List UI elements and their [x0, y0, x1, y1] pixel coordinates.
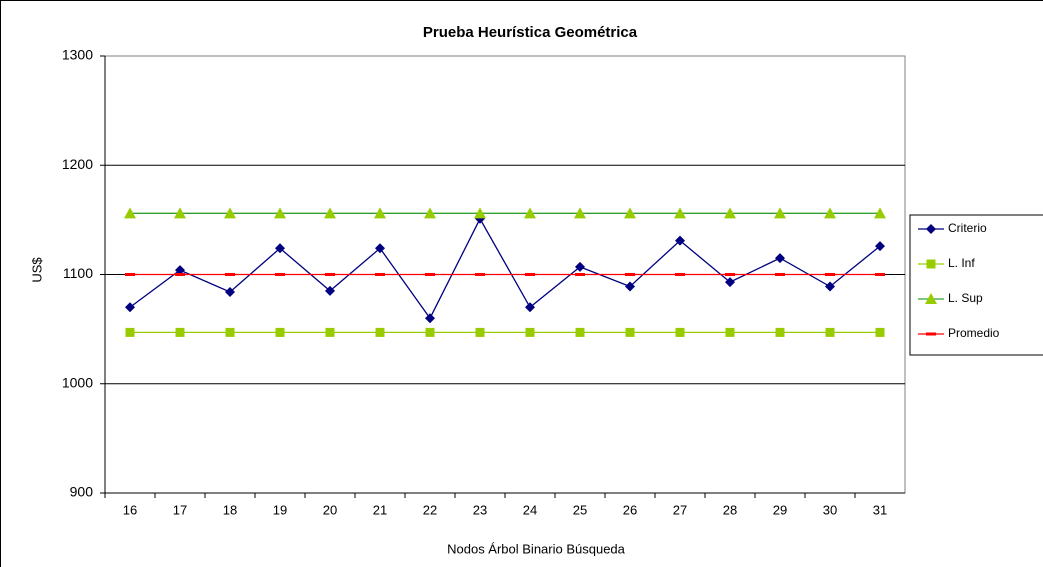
data-point	[474, 207, 486, 219]
data-point	[575, 261, 585, 272]
legend-label: Criterio	[948, 221, 987, 235]
data-point	[625, 281, 635, 292]
x-tick-label: 23	[473, 502, 487, 517]
data-point	[875, 273, 885, 276]
data-point	[475, 327, 485, 337]
legend-label: Promedio	[948, 326, 1000, 340]
data-point	[724, 207, 736, 219]
legend-marker	[925, 293, 937, 304]
x-tick-label: 26	[623, 502, 637, 517]
legend-label: L. Sup	[948, 291, 983, 305]
data-point	[575, 273, 585, 276]
data-point	[675, 273, 685, 276]
data-point	[525, 327, 535, 337]
data-point	[524, 207, 536, 219]
data-point	[325, 327, 335, 337]
data-point	[624, 207, 636, 219]
x-tick-label: 16	[123, 502, 137, 517]
y-tick-label: 1000	[62, 374, 93, 390]
x-tick-label: 31	[873, 502, 887, 517]
data-point	[824, 207, 836, 219]
data-point	[875, 241, 885, 252]
data-point	[425, 327, 435, 337]
data-point	[775, 273, 785, 276]
y-tick-label: 1100	[63, 265, 93, 281]
data-point	[125, 327, 135, 337]
y-tick-label: 1200	[62, 156, 93, 172]
data-point	[425, 273, 435, 276]
legend-marker	[926, 332, 936, 336]
data-point	[725, 277, 735, 288]
series-line	[129, 217, 881, 320]
chart-title: Prueba Heurística Geométrica	[423, 24, 638, 41]
data-point	[325, 273, 335, 276]
data-point	[375, 327, 385, 337]
data-point	[775, 327, 785, 337]
data-point	[674, 207, 686, 219]
x-tick-label: 25	[573, 502, 587, 517]
data-point	[525, 273, 535, 276]
legend	[909, 214, 1043, 356]
data-point	[325, 285, 335, 296]
data-point	[825, 273, 835, 276]
data-point	[625, 273, 635, 276]
x-tick-label: 29	[773, 502, 787, 517]
x-tick-label: 21	[373, 502, 387, 517]
data-point	[175, 273, 185, 276]
x-axis-label: Nodos Árbol Binario Búsqueda	[447, 541, 626, 556]
data-point	[574, 207, 586, 219]
data-point	[874, 207, 886, 219]
legend-marker	[926, 259, 936, 269]
data-point	[425, 313, 435, 324]
data-point	[175, 327, 185, 337]
data-point	[274, 207, 286, 219]
y-tick-label: 1300	[62, 47, 93, 63]
data-point	[174, 207, 186, 219]
x-tick-label: 22	[423, 502, 437, 517]
data-point	[475, 273, 485, 276]
x-tick-label: 17	[173, 502, 187, 517]
data-point	[224, 207, 236, 219]
data-point	[375, 243, 385, 254]
data-point	[825, 327, 835, 337]
data-point	[374, 207, 386, 219]
legend-marker	[926, 224, 936, 234]
data-point	[725, 327, 735, 337]
data-point	[275, 327, 285, 337]
data-point	[125, 302, 135, 313]
data-point	[725, 273, 735, 276]
data-point	[675, 327, 685, 337]
data-point	[275, 243, 285, 254]
y-axis-label: US$	[29, 257, 44, 283]
data-point	[775, 253, 785, 264]
data-point	[575, 327, 585, 337]
x-tick-label: 19	[273, 502, 287, 517]
data-point	[625, 327, 635, 337]
data-point	[324, 207, 336, 219]
data-point	[675, 235, 685, 246]
data-point	[225, 273, 235, 276]
data-point	[175, 265, 185, 276]
x-tick-label: 24	[523, 502, 537, 517]
data-point	[825, 281, 835, 292]
data-point	[225, 286, 235, 297]
data-point	[375, 273, 385, 276]
legend-label: L. Inf	[948, 256, 975, 270]
data-point	[774, 207, 786, 219]
x-tick-label: 27	[673, 502, 687, 517]
x-tick-label: 18	[223, 502, 237, 517]
data-point	[275, 273, 285, 276]
x-tick-label: 20	[323, 502, 337, 517]
data-point	[225, 327, 235, 337]
data-point	[424, 207, 436, 219]
x-tick-label: 30	[823, 502, 837, 517]
x-tick-label: 28	[723, 502, 737, 517]
data-point	[124, 207, 136, 219]
y-tick-label: 900	[70, 484, 94, 500]
data-point	[125, 273, 135, 276]
data-point	[525, 302, 535, 313]
data-point	[875, 327, 885, 337]
